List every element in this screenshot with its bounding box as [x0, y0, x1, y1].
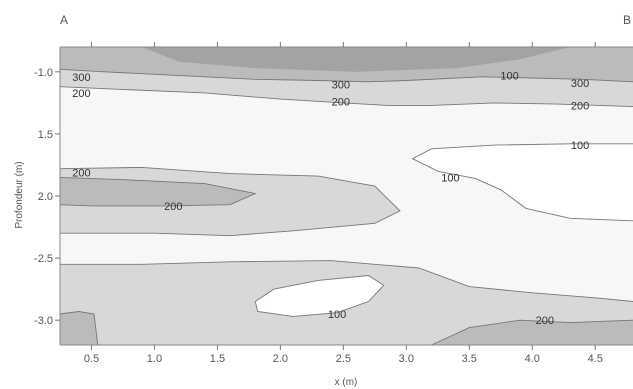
contour-line-200: [60, 260, 633, 302]
corner-label-right: B: [623, 13, 631, 27]
contour-label: 200: [571, 100, 589, 112]
y-tick-label: -1.0: [34, 67, 53, 79]
x-tick-label: 3.0: [399, 353, 414, 365]
contour-label: 200: [332, 97, 350, 109]
contour-label: 300: [332, 79, 350, 91]
y-axis-label: Profondeur (m): [14, 161, 25, 228]
contour-label: 200: [72, 88, 90, 100]
contour-line-100: [254, 275, 385, 317]
x-tick-label: 4.5: [588, 353, 603, 365]
y-tick-label: -2.5: [34, 253, 53, 265]
corner-label-left: A: [60, 13, 68, 27]
axes: 0.5 1.0 1.5 2.0 2.5 3.0 3.5 4.0 4.5 -1.0 1.5 2.0 -2.…: [34, 42, 633, 365]
contour-label: 200: [536, 315, 554, 327]
contour-label: 300: [72, 72, 90, 84]
x-tick-label: 0.5: [84, 353, 99, 365]
fill-bottom-100: [255, 275, 384, 317]
x-tick-label: 2.0: [273, 353, 288, 365]
contour-label: 200: [72, 167, 90, 179]
contour-fills: [60, 47, 633, 345]
contour-label: 300: [571, 78, 589, 90]
x-tick-label: 1.5: [210, 353, 225, 365]
fill-bottom-right-300: [431, 320, 633, 345]
contour-line-200: [59, 86, 633, 108]
fill-bottom-left-300: [60, 311, 98, 345]
contour-line-300: [59, 311, 99, 346]
contour-label: 100: [571, 140, 589, 152]
fill-mid-300: [60, 177, 256, 206]
x-tick-label: 2.5: [336, 353, 351, 365]
contour-line-200: [59, 166, 401, 237]
contour-labels: 300 200 300 200 100 300 200 100 100 200 200 100 200: [72, 71, 589, 328]
x-tick-label: 1.0: [147, 353, 162, 365]
contour-label: 100: [441, 172, 459, 184]
contour-line-100: [411, 143, 633, 222]
x-tick-label: 4.0: [525, 353, 540, 365]
contour-label: 200: [164, 201, 182, 213]
y-tick-label: 1.5: [38, 129, 53, 141]
x-tick-label: 3.5: [462, 353, 477, 365]
contour-label: 100: [328, 309, 346, 321]
y-tick-label: 2.0: [38, 191, 53, 203]
contour-line-300: [59, 68, 633, 83]
contour-lines: [59, 68, 633, 346]
contour-line-300: [431, 319, 633, 346]
fill-right-100: [412, 143, 633, 221]
contour-line-300: [59, 176, 257, 207]
contour-label: 100: [500, 71, 518, 83]
fill-top-400: [141, 47, 571, 72]
x-axis-label: x (m): [335, 377, 358, 388]
y-tick-label: -3.0: [34, 315, 53, 327]
